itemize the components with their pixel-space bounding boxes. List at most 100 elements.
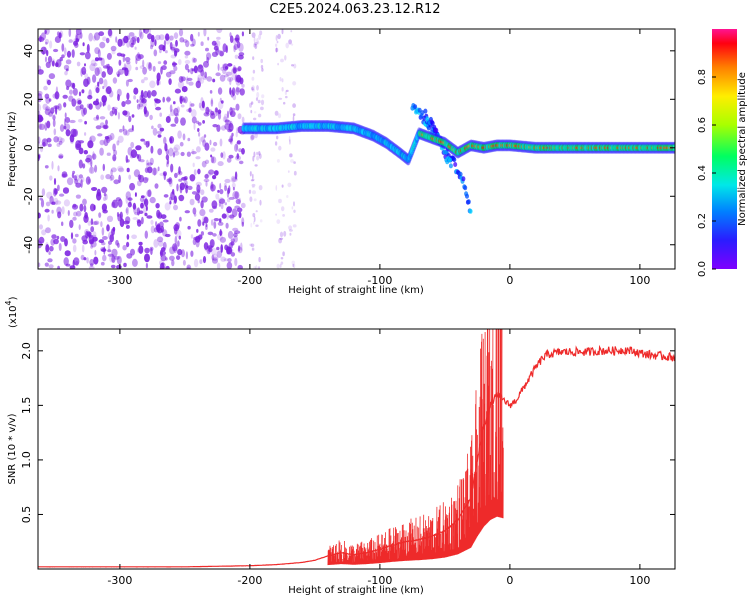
noise-blob [293,161,296,164]
noise-blob [139,197,145,203]
noise-blob [49,195,54,205]
noise-blob [64,117,71,123]
noise-blob [126,60,131,65]
noise-blob [106,215,114,222]
echo-blob [452,157,457,163]
noise-blob [172,152,176,158]
noise-blob [70,128,77,138]
noise-blob [240,202,246,209]
noise-blob [218,218,222,223]
noise-blob [132,202,137,210]
noise-blob [85,176,91,185]
noise-blob [177,248,183,256]
noise-blob [169,255,175,261]
noise-blob [175,39,178,47]
noise-blob [227,76,234,82]
noise-blob [56,206,62,215]
noise-blob [184,59,191,65]
noise-blob [175,113,179,117]
echo-blob [466,199,471,205]
noise-blob [216,262,221,269]
noise-blob [138,174,145,183]
noise-blob [38,93,43,103]
noise-blob [58,155,64,159]
noise-blob [99,101,102,107]
noise-blob [250,179,254,182]
noise-blob [86,43,90,53]
noise-blob [148,62,153,71]
noise-blob [220,100,224,104]
noise-blob [38,212,41,219]
snr-y-ticks: 0.5 1.0 1.5 2.0 [20,342,675,523]
noise-blob [53,238,59,245]
noise-blob [235,103,240,111]
noise-blob [276,219,281,225]
noise-blob [58,140,63,145]
noise-blob [48,73,56,80]
noise-blob [201,196,208,203]
noise-blob [211,40,217,46]
noise-blob [130,154,134,159]
noise-blob [188,81,194,86]
noise-blob [79,203,84,212]
noise-blob [215,40,221,48]
noise-blob [212,175,217,180]
noise-blob [274,110,279,116]
noise-blob [53,48,59,53]
noise-blob [45,41,48,45]
noise-blob [208,169,215,175]
noise-blob [224,74,229,78]
noise-blob [163,60,168,65]
noise-blob [57,136,63,143]
noise-blob [172,61,176,68]
noise-blob [98,212,102,218]
noise-blob [204,71,208,79]
noise-blob [169,104,173,113]
noise-blob [227,187,230,195]
noise-blob [210,154,213,158]
noise-blob [181,176,187,181]
noise-blob [293,263,296,269]
noise-blob [63,125,67,130]
noise-blob [279,263,282,268]
noise-blob [103,138,109,147]
noise-blob [211,51,218,57]
noise-blob [235,86,240,96]
noise-blob [219,189,224,195]
noise-blob [142,177,149,184]
noise-blob [191,57,196,63]
noise-blob [150,145,154,154]
noise-blob [123,262,127,268]
noise-blob [93,62,98,67]
noise-blob [130,149,138,159]
noise-blob [69,89,73,95]
noise-blob [157,80,161,86]
noise-blob [250,101,254,105]
noise-blob [203,134,207,138]
noise-blob [212,124,218,128]
noise-blob [151,90,157,97]
noise-blob [125,79,129,87]
noise-blob [260,64,264,69]
noise-blob [168,147,174,157]
noise-blob [275,43,278,47]
noise-blob [256,37,259,44]
noise-blob [165,154,170,161]
noise-blob [289,232,292,236]
noise-blob [276,263,280,269]
noise-blob [220,152,224,158]
y-tick-label: 2.0 [20,342,33,360]
noise-blob [146,61,151,70]
noise-blob [61,43,65,52]
noise-blob [176,183,179,192]
noise-blob [133,95,137,100]
x-tick-label: 0 [506,274,513,287]
noise-blob [181,86,188,93]
noise-blob [132,258,138,267]
noise-blob [48,98,52,102]
noise-blob [146,215,153,219]
noise-blob [105,174,111,180]
noise-blob [235,131,238,138]
noise-blob [73,211,78,217]
noise-blob [226,206,233,214]
